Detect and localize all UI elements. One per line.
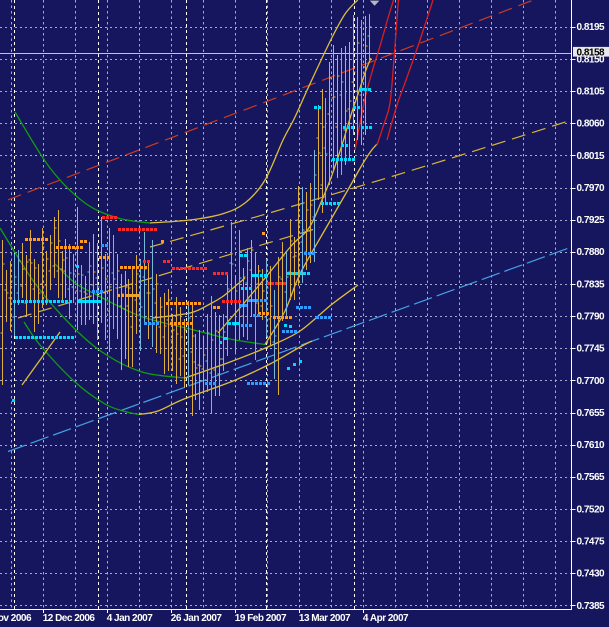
svg-text:0.7565: 0.7565: [577, 472, 606, 483]
svg-text:0.8150: 0.8150: [577, 54, 606, 65]
svg-text:0.8158: 0.8158: [577, 48, 606, 59]
svg-text:0.7970: 0.7970: [577, 183, 606, 194]
svg-text:0.7925: 0.7925: [577, 215, 606, 226]
svg-text:0.8015: 0.8015: [577, 151, 606, 162]
svg-text:0.7430: 0.7430: [577, 569, 606, 580]
svg-text:0.7475: 0.7475: [577, 537, 606, 548]
svg-text:12 Dec 2006: 12 Dec 2006: [43, 613, 96, 624]
svg-text:0.7520: 0.7520: [577, 504, 606, 515]
svg-text:26 Jan 2007: 26 Jan 2007: [171, 613, 223, 624]
svg-text:0.7880: 0.7880: [577, 247, 606, 258]
svg-text:19 Feb 2007: 19 Feb 2007: [235, 613, 287, 624]
svg-text:0.8105: 0.8105: [577, 87, 606, 98]
svg-text:4 Jan 2007: 4 Jan 2007: [107, 613, 154, 624]
svg-text:0.8060: 0.8060: [577, 119, 606, 130]
svg-text:13 Mar 2007: 13 Mar 2007: [299, 613, 351, 624]
svg-text:0.8195: 0.8195: [577, 22, 606, 33]
svg-text:4 Apr 2007: 4 Apr 2007: [363, 613, 409, 624]
svg-text:20 Nov 2006: 20 Nov 2006: [0, 613, 32, 624]
svg-text:0.7790: 0.7790: [577, 312, 606, 323]
svg-text:0.7655: 0.7655: [577, 408, 606, 419]
svg-text:0.7835: 0.7835: [577, 279, 606, 290]
svg-text:0.7745: 0.7745: [577, 344, 606, 355]
svg-text:0.7700: 0.7700: [577, 376, 606, 387]
svg-text:0.7610: 0.7610: [577, 440, 606, 451]
svg-text:0.7385: 0.7385: [577, 601, 606, 612]
